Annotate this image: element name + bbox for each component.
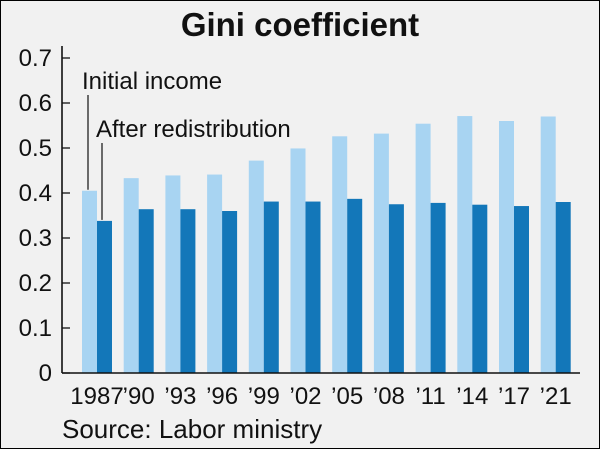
bar-after-redistribution [555, 202, 571, 373]
bar-after-redistribution [472, 204, 488, 373]
x-tick-label: 1987 [70, 383, 123, 410]
bar-after-redistribution [514, 206, 529, 373]
bar-after-redistribution [222, 211, 238, 373]
bar-initial-income [540, 116, 556, 373]
bar-after-redistribution [97, 220, 112, 373]
x-tick-label: ’90 [123, 383, 155, 410]
legend-initial-income: Initial income [82, 68, 222, 95]
bar-initial-income [207, 174, 223, 373]
y-tick-label: 0 [39, 360, 52, 387]
bar-initial-income [290, 148, 306, 373]
y-tick-label: 0.3 [19, 225, 52, 252]
x-tick-label: ’96 [206, 383, 238, 410]
bar-after-redistribution [180, 209, 196, 373]
bar-after-redistribution [263, 201, 279, 373]
x-tick-label: ’05 [331, 383, 363, 410]
bar-initial-income [499, 121, 514, 373]
y-tick-label: 0.5 [19, 135, 52, 162]
bar-initial-income [373, 133, 389, 373]
legend-after-redistribution: After redistribution [96, 116, 291, 143]
x-tick-label: ’14 [456, 383, 488, 410]
bar-initial-income [457, 116, 473, 374]
bar-initial-income [82, 190, 97, 373]
bar-after-redistribution [138, 209, 154, 373]
y-tick-label: 0.4 [19, 180, 52, 207]
x-tick-label: ’21 [540, 383, 572, 410]
x-tick-label: ’17 [498, 383, 530, 410]
bar-after-redistribution [305, 201, 321, 373]
bar-initial-income [415, 123, 431, 373]
bar-initial-income [123, 178, 139, 373]
y-tick-label: 0.6 [19, 90, 52, 117]
x-tick-label: ’93 [164, 383, 196, 410]
bar-initial-income [248, 160, 264, 373]
y-tick-label: 0.7 [19, 45, 52, 72]
bar-after-redistribution [430, 202, 446, 373]
source-note: Source: Labor ministry [62, 414, 323, 444]
y-tick-label: 0.1 [19, 315, 52, 342]
x-tick-label: ’11 [415, 383, 445, 410]
chart-title: Gini coefficient [180, 6, 420, 43]
bar-initial-income [165, 175, 181, 373]
x-tick-label: ’02 [289, 383, 321, 410]
x-tick-label: ’08 [373, 383, 405, 410]
x-tick-label: ’99 [248, 383, 280, 410]
bar-after-redistribution [347, 198, 363, 373]
y-tick-label: 0.2 [19, 270, 52, 297]
bar-after-redistribution [388, 204, 404, 373]
bar-initial-income [332, 136, 348, 373]
